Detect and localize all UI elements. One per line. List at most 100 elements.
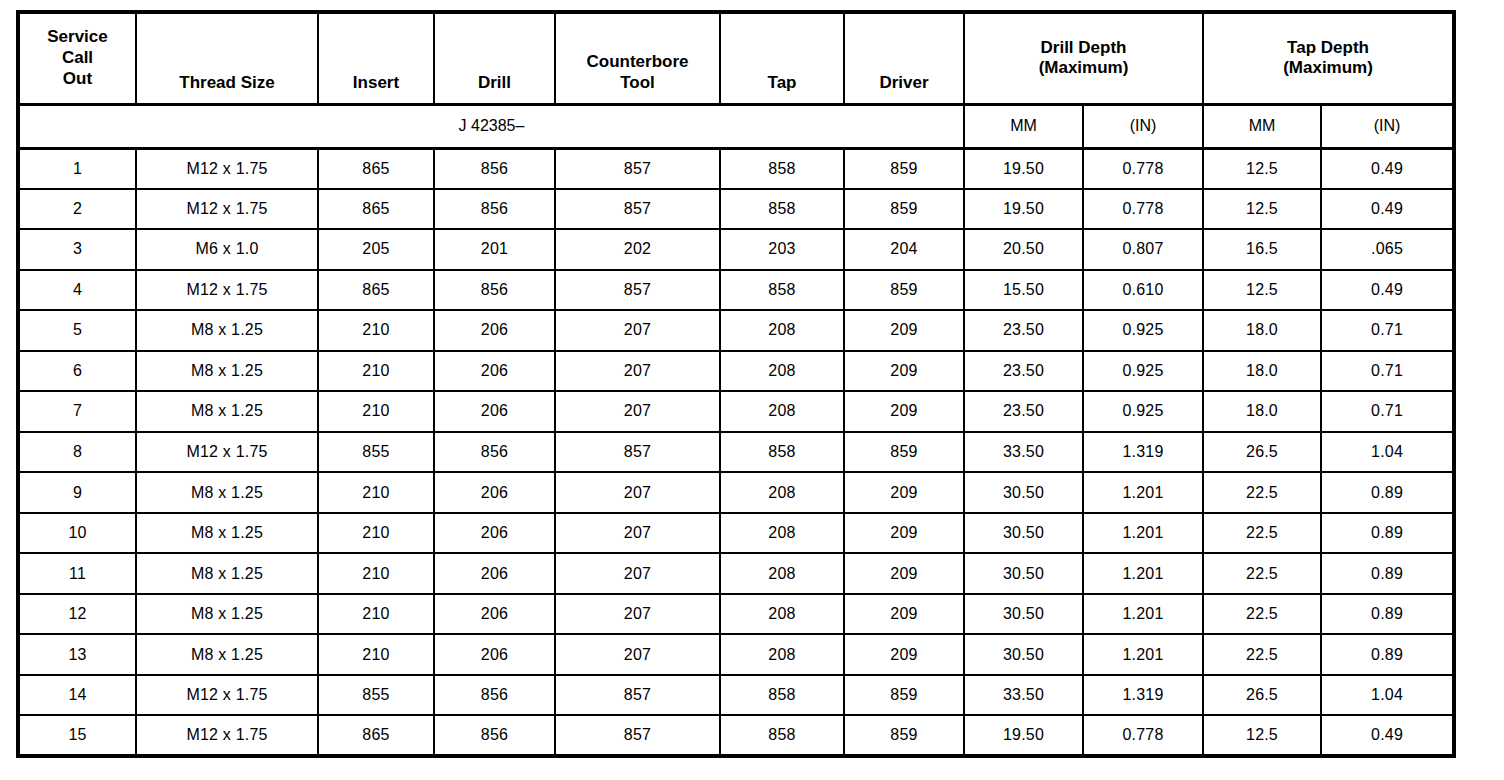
cell-tap-depth-in: 0.71 (1321, 351, 1454, 392)
cell-thread-size: M8 x 1.25 (136, 553, 318, 594)
table-row: 2M12 x 1.7586585685785885919.500.77812.5… (18, 189, 1454, 230)
cell-drill-depth-in: 1.319 (1083, 675, 1203, 716)
header-service-call-out: Service Call Out (18, 12, 136, 104)
cell-drill-depth-mm: 33.50 (964, 432, 1083, 473)
subheader-drill-depth-in: (IN) (1083, 104, 1203, 148)
cell-insert: 855 (318, 432, 434, 473)
cell-insert: 855 (318, 675, 434, 716)
cell-insert: 205 (318, 229, 434, 270)
cell-drill-depth-in: 0.778 (1083, 189, 1203, 230)
cell-tap-depth-in: 0.89 (1321, 553, 1454, 594)
subheader-tap-depth-mm: MM (1203, 104, 1321, 148)
cell-drill: 206 (434, 553, 555, 594)
cell-counterbore: 207 (555, 594, 720, 635)
cell-drill-depth-in: 0.778 (1083, 148, 1203, 189)
cell-drill: 206 (434, 391, 555, 432)
cell-thread-size: M12 x 1.75 (136, 148, 318, 189)
cell-drill-depth-in: 0.610 (1083, 270, 1203, 311)
cell-drill-depth-in: 0.807 (1083, 229, 1203, 270)
cell-driver: 859 (844, 432, 964, 473)
cell-tap-depth-mm: 22.5 (1203, 513, 1321, 554)
cell-tap-depth-in: 0.49 (1321, 270, 1454, 311)
table-row: 13M8 x 1.2521020620720820930.501.20122.5… (18, 634, 1454, 675)
cell-counterbore: 202 (555, 229, 720, 270)
cell-counterbore: 207 (555, 513, 720, 554)
cell-call-out: 8 (18, 432, 136, 473)
cell-call-out: 13 (18, 634, 136, 675)
cell-drill: 206 (434, 634, 555, 675)
cell-tap: 208 (720, 391, 844, 432)
cell-tap: 858 (720, 675, 844, 716)
cell-insert: 210 (318, 594, 434, 635)
cell-drill-depth-mm: 30.50 (964, 594, 1083, 635)
cell-drill-depth-mm: 23.50 (964, 310, 1083, 351)
cell-insert: 210 (318, 391, 434, 432)
cell-drill: 856 (434, 432, 555, 473)
cell-tap: 208 (720, 472, 844, 513)
table-row: 14M12 x 1.7585585685785885933.501.31926.… (18, 675, 1454, 716)
thread-repair-tool-chart: Service Call Out Thread Size Insert Dril… (16, 10, 1456, 758)
cell-call-out: 6 (18, 351, 136, 392)
cell-drill-depth-in: 0.925 (1083, 351, 1203, 392)
cell-call-out: 3 (18, 229, 136, 270)
cell-drill-depth-in: 1.201 (1083, 513, 1203, 554)
cell-drill-depth-in: 0.778 (1083, 715, 1203, 756)
table-row: 7M8 x 1.2521020620720820923.500.92518.00… (18, 391, 1454, 432)
cell-tap-depth-in: 0.89 (1321, 594, 1454, 635)
cell-drill-depth-in: 0.925 (1083, 310, 1203, 351)
cell-driver: 209 (844, 351, 964, 392)
cell-drill-depth-in: 1.201 (1083, 553, 1203, 594)
cell-drill-depth-mm: 19.50 (964, 148, 1083, 189)
cell-call-out: 15 (18, 715, 136, 756)
cell-tap: 208 (720, 634, 844, 675)
cell-drill-depth-mm: 30.50 (964, 553, 1083, 594)
cell-insert: 865 (318, 148, 434, 189)
table-body: 1M12 x 1.7586585685785885919.500.77812.5… (18, 148, 1454, 756)
cell-driver: 859 (844, 270, 964, 311)
cell-tap: 858 (720, 148, 844, 189)
cell-call-out: 12 (18, 594, 136, 635)
cell-drill: 206 (434, 513, 555, 554)
cell-counterbore: 857 (555, 148, 720, 189)
cell-insert: 865 (318, 715, 434, 756)
header-tap: Tap (720, 12, 844, 104)
cell-insert: 210 (318, 513, 434, 554)
cell-tap: 203 (720, 229, 844, 270)
cell-tap: 858 (720, 432, 844, 473)
cell-counterbore: 857 (555, 270, 720, 311)
cell-counterbore: 857 (555, 675, 720, 716)
cell-thread-size: M8 x 1.25 (136, 391, 318, 432)
cell-tap-depth-mm: 26.5 (1203, 675, 1321, 716)
cell-tap: 208 (720, 594, 844, 635)
cell-counterbore: 207 (555, 634, 720, 675)
cell-tap-depth-mm: 12.5 (1203, 715, 1321, 756)
cell-thread-size: M12 x 1.75 (136, 715, 318, 756)
cell-driver: 209 (844, 594, 964, 635)
cell-call-out: 1 (18, 148, 136, 189)
cell-drill: 856 (434, 270, 555, 311)
cell-counterbore: 207 (555, 553, 720, 594)
cell-counterbore: 857 (555, 432, 720, 473)
cell-call-out: 14 (18, 675, 136, 716)
header-drill-depth: Drill Depth (Maximum) (964, 12, 1203, 104)
cell-tap-depth-mm: 12.5 (1203, 148, 1321, 189)
cell-drill-depth-mm: 20.50 (964, 229, 1083, 270)
cell-counterbore: 207 (555, 472, 720, 513)
cell-drill-depth-in: 1.319 (1083, 432, 1203, 473)
cell-tap: 208 (720, 513, 844, 554)
table-row: 10M8 x 1.2521020620720820930.501.20122.5… (18, 513, 1454, 554)
header-thread-size: Thread Size (136, 12, 318, 104)
cell-thread-size: M8 x 1.25 (136, 351, 318, 392)
cell-tap-depth-mm: 18.0 (1203, 391, 1321, 432)
cell-tap-depth-in: 0.49 (1321, 148, 1454, 189)
cell-counterbore: 207 (555, 351, 720, 392)
cell-thread-size: M8 x 1.25 (136, 594, 318, 635)
cell-tap: 208 (720, 351, 844, 392)
tool-number-prefix: J 42385– (18, 104, 964, 148)
cell-tap-depth-mm: 18.0 (1203, 310, 1321, 351)
cell-drill: 206 (434, 472, 555, 513)
cell-drill: 201 (434, 229, 555, 270)
table-row: 15M12 x 1.7586585685785885919.500.77812.… (18, 715, 1454, 756)
cell-call-out: 11 (18, 553, 136, 594)
table-row: 9M8 x 1.2521020620720820930.501.20122.50… (18, 472, 1454, 513)
